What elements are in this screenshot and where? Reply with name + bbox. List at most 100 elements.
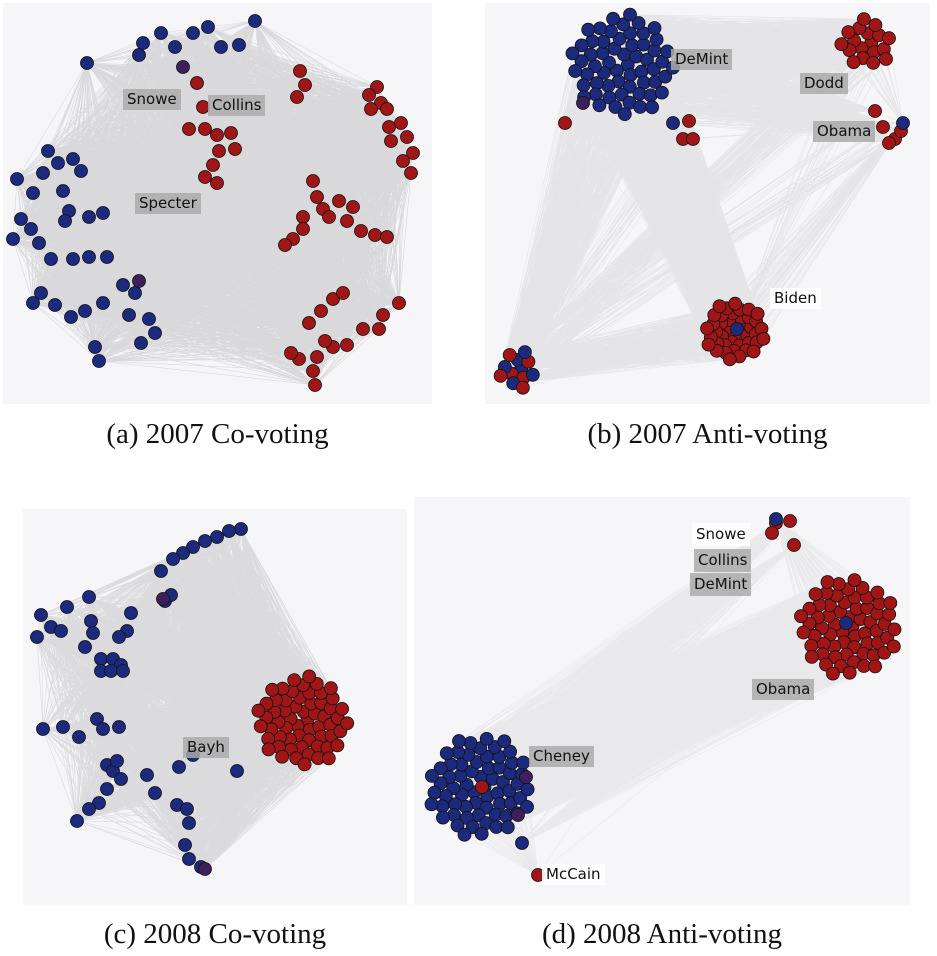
republican-senator-node xyxy=(100,782,114,796)
democrat-senator-node xyxy=(882,31,896,46)
democrat-senator-node xyxy=(376,308,390,322)
republican-senator-node xyxy=(601,79,616,93)
republican-senator-node xyxy=(248,14,262,28)
republican-senator-node xyxy=(148,786,162,800)
democrat-senator-node xyxy=(404,166,418,180)
node-label-demint-box: DeMint xyxy=(690,573,752,596)
node-label-biden: Biden xyxy=(770,288,821,309)
democrat-senator-node xyxy=(306,364,320,378)
democrat-senator-node xyxy=(190,76,204,90)
democrat-senator-node xyxy=(224,126,238,140)
democrat-senator-node xyxy=(364,102,378,116)
republican-senator-node xyxy=(132,48,146,62)
node-label-snowe: Snowe xyxy=(696,525,746,543)
democrat-senator-node xyxy=(308,378,322,392)
democrat-senator-node xyxy=(834,37,849,51)
republican-senator-node xyxy=(56,720,70,734)
republican-senator-node xyxy=(433,761,448,776)
democrat-senator-node xyxy=(866,55,881,70)
democrat-senator-node xyxy=(298,78,312,92)
republican-senator-node xyxy=(30,630,44,644)
republican-senator-node xyxy=(516,755,531,770)
republican-senator-node xyxy=(82,802,96,816)
independent-senator-node xyxy=(156,592,170,606)
democrat-senator-node xyxy=(297,757,312,772)
republican-senator-node xyxy=(439,746,454,761)
panel-a-2007-co-voting: Snowe Collins Specter xyxy=(3,3,432,404)
republican-senator-node xyxy=(769,512,783,526)
republican-senator-node xyxy=(36,166,50,180)
democrat-senator-node xyxy=(278,238,292,252)
network-graph-b xyxy=(493,7,910,395)
caption-d: (d) 2008 Anti-voting xyxy=(541,918,783,950)
democrat-senator-node xyxy=(340,338,354,352)
republican-senator-node xyxy=(896,116,910,130)
republican-senator-node xyxy=(180,802,194,816)
republican-senator-node xyxy=(58,214,72,228)
democrat-senator-node xyxy=(700,321,715,336)
democrat-senator-node xyxy=(847,573,862,587)
republican-senator-node xyxy=(110,754,124,768)
republican-senator-node xyxy=(450,818,465,833)
republican-senator-node xyxy=(232,38,246,52)
node-label-dodd: Dodd xyxy=(800,73,848,94)
republican-senator-node xyxy=(92,796,106,810)
republican-senator-node xyxy=(608,100,623,114)
panel-c-2008-co-voting: Bayh xyxy=(23,509,407,905)
republican-senator-node xyxy=(124,606,138,620)
democrat-senator-node xyxy=(842,665,857,680)
independent-senator-node xyxy=(176,60,190,74)
democrat-senator-node xyxy=(346,200,360,214)
democrat-senator-node xyxy=(756,331,771,346)
democrat-senator-node xyxy=(794,609,808,624)
democrat-senator-node xyxy=(380,102,394,116)
republican-senator-node xyxy=(166,552,180,566)
node-label-mccain: McCain xyxy=(542,864,605,885)
republican-senator-node xyxy=(839,616,853,630)
republican-senator-node xyxy=(520,782,535,797)
democrat-senator-node xyxy=(750,306,765,321)
democrat-senator-node xyxy=(198,170,212,184)
independent-senator-node xyxy=(132,274,146,288)
republican-senator-node xyxy=(595,46,610,60)
republican-senator-node xyxy=(82,250,96,264)
republican-senator-node xyxy=(186,26,200,40)
democrat-senator-node xyxy=(336,286,350,300)
democrat-senator-node xyxy=(314,304,328,318)
democrat-senator-node xyxy=(396,154,410,168)
network-graph-d xyxy=(424,512,902,882)
republican-senator-node xyxy=(176,546,190,560)
republican-senator-node xyxy=(114,772,128,786)
network-graph-c xyxy=(30,522,355,876)
node-label-collins-box: Collins xyxy=(694,549,752,572)
republican-senator-node xyxy=(640,52,655,67)
republican-senator-node xyxy=(500,820,515,835)
democrat-senator-node xyxy=(886,639,901,654)
republican-senator-node xyxy=(112,720,126,734)
democrat-senator-node xyxy=(868,18,883,32)
republican-senator-node xyxy=(44,252,58,266)
democrat-senator-node xyxy=(887,622,902,637)
democrat-senator-node xyxy=(516,380,530,395)
democrat-senator-node xyxy=(883,596,898,610)
node-label-collins: Collins xyxy=(698,551,748,569)
republican-senator-node xyxy=(633,100,648,114)
republican-senator-node xyxy=(576,78,591,93)
node-label-demint: DeMint xyxy=(694,575,748,593)
republican-senator-node xyxy=(96,722,110,736)
republican-senator-node xyxy=(178,838,192,852)
democrat-senator-node xyxy=(796,625,811,640)
republican-senator-node xyxy=(6,232,20,246)
democrat-senator-node xyxy=(825,666,840,681)
panel-b-2007-anti-voting: DeMint Dodd Obama Biden xyxy=(485,3,930,404)
republican-senator-node xyxy=(643,88,658,103)
democrat-senator-node xyxy=(712,299,727,314)
caption-c: (c) 2008 Co-voting xyxy=(103,918,327,950)
network-graph-a xyxy=(6,14,420,392)
republican-senator-node xyxy=(182,816,196,830)
republican-senator-node xyxy=(36,722,50,736)
node-label-demint: DeMint xyxy=(671,49,733,70)
democrat-senator-node xyxy=(302,316,316,330)
republican-senator-node xyxy=(647,21,662,35)
republican-senator-node xyxy=(80,56,94,70)
